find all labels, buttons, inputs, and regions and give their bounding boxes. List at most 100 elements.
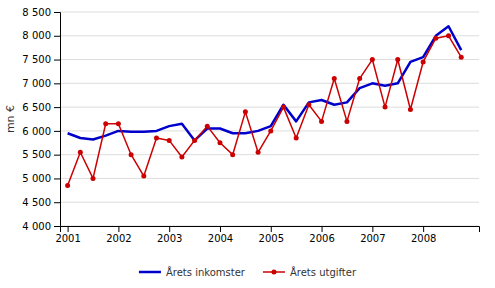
tick: 7 500 [22,54,60,65]
tick-label: 2004 [208,233,233,244]
tick-mark [54,226,60,227]
tick: 2004 [208,226,233,244]
point [65,183,70,188]
tick: 2005 [259,226,284,244]
grid-line [60,83,479,84]
grid-line [60,178,479,179]
grid-line [60,202,479,203]
tick-mark [68,226,69,232]
tick-mark [54,155,60,156]
tick-mark [54,60,60,61]
point [141,174,146,179]
point [281,105,286,110]
tick: 2008 [411,226,436,244]
point [408,107,413,112]
tick: 4 000 [22,221,60,232]
tick-label: 7 500 [22,54,51,65]
tick: 4 500 [22,197,60,208]
point [383,105,388,110]
tick: 2002 [106,226,131,244]
tick: 8 500 [22,7,60,18]
point [91,176,96,181]
legend-swatch [139,271,161,274]
axis-line [61,227,480,233]
tick-mark [169,226,170,232]
legend-item: Årets utgifter [263,266,357,278]
point [268,128,273,133]
point [103,121,108,126]
point [179,155,184,160]
tick-mark [220,226,221,232]
tick-label: 2001 [55,233,80,244]
tick-mark [54,83,60,84]
legend-marker [271,270,276,275]
point [256,150,261,155]
legend-item: Årets inkomster [139,266,246,278]
tick-label: 4 500 [22,197,51,208]
legend-label: Årets utgifter [290,266,357,278]
series-line [68,36,462,186]
point [319,119,324,124]
point [446,33,451,38]
y-axis: 4 000 4 500 5 000 5 500 6 000 6 500 7 000 7 500… [22,7,60,232]
point [78,150,83,155]
grid-line [60,12,479,13]
grid-line [60,107,479,108]
tick-label: 5 500 [22,149,51,160]
point [294,136,299,141]
tick-label: 2002 [106,233,131,244]
point [395,57,400,62]
x-axis: 2001 2002 2003 2004 2005 2006 2007 2008 [55,226,479,244]
tick-label: 8 500 [22,7,51,18]
tick-mark [54,107,60,108]
point [421,59,426,64]
point [459,55,464,60]
series-group [65,26,464,188]
tick-label: 8 000 [22,30,51,41]
point [116,121,121,126]
point [217,140,222,145]
point [370,57,375,62]
tick: 5 000 [22,173,60,184]
series-line [68,26,462,140]
chart: 2001 2002 2003 2004 2005 2006 2007 2008 4 000 4 5… [0,0,495,288]
tick-mark [322,226,323,232]
tick-label: 2007 [360,233,385,244]
tick-mark [423,226,424,232]
y-axis-title: mn € [4,105,17,133]
tick-mark [54,178,60,179]
point [205,124,210,129]
tick-label: 6 000 [22,126,51,137]
point [332,76,337,81]
tick-mark [54,202,60,203]
axis-line [54,13,61,227]
point [306,102,311,107]
tick-label: 2006 [309,233,334,244]
legend: Årets inkomster Årets utgifter [139,266,357,278]
tick-mark [372,226,373,232]
tick-label: 2008 [411,233,436,244]
tick-mark [118,226,119,232]
legend-label: Årets inkomster [166,266,246,278]
grid [60,12,479,226]
tick-label: 7 000 [22,78,51,89]
tick-mark [54,36,60,37]
tick-mark [271,226,272,232]
tick-label: 4 000 [22,221,51,232]
point [243,109,248,114]
tick-mark [54,131,60,132]
tick-label: 2003 [157,233,182,244]
tick-label: 6 500 [22,102,51,113]
point [154,136,159,141]
plot: 2001 2002 2003 2004 2005 2006 2007 2008 4 000 4 5… [22,7,479,244]
tick-label: 5 000 [22,173,51,184]
tick: 5 500 [22,149,60,160]
point [230,152,235,157]
point [433,36,438,41]
tick: 6 500 [22,102,60,113]
point [344,119,349,124]
tick: 2007 [360,226,385,244]
tick: 2003 [157,226,182,244]
tick-label: 2005 [259,233,284,244]
tick-mark [54,12,60,13]
